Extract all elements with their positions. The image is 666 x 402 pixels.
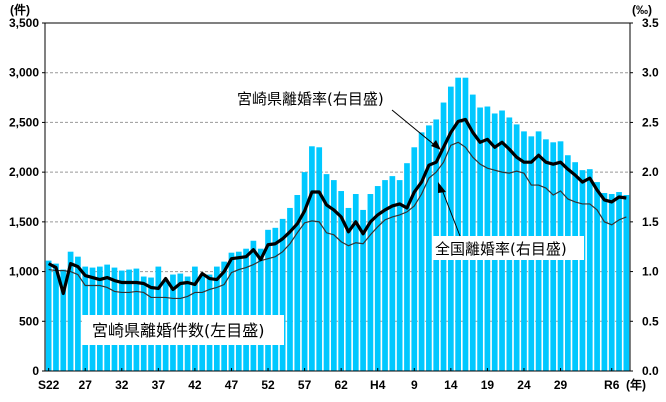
x-tick-label: S22 bbox=[38, 378, 60, 392]
bar bbox=[469, 94, 476, 371]
bar bbox=[338, 191, 344, 371]
x-tick-label: 27 bbox=[79, 378, 93, 392]
bar bbox=[235, 251, 242, 371]
bar bbox=[45, 260, 52, 371]
x-tick-label: R6 bbox=[604, 378, 620, 392]
bar bbox=[586, 169, 593, 371]
line-series bbox=[47, 117, 627, 300]
bar bbox=[316, 147, 323, 371]
arrow-national-rate bbox=[440, 186, 461, 237]
bar bbox=[623, 195, 630, 371]
right-tick-label: 2.5 bbox=[642, 115, 659, 129]
bar bbox=[367, 194, 374, 371]
left-tick-label: 2,500 bbox=[9, 115, 39, 129]
annotation-national-rate: 全国離婚率(右目盛) bbox=[435, 240, 567, 258]
annotation-miyazaki-rate: 宮崎県離婚率(右目盛) bbox=[237, 90, 384, 108]
bar bbox=[404, 163, 410, 371]
right-tick-label: 3.5 bbox=[642, 16, 659, 30]
x-tick-label: H4 bbox=[370, 378, 386, 392]
axes bbox=[42, 22, 633, 372]
bar bbox=[382, 180, 388, 371]
bar bbox=[564, 155, 571, 371]
x-unit-label: (年) bbox=[626, 377, 646, 392]
bar bbox=[455, 77, 461, 371]
bar bbox=[601, 193, 608, 371]
right-tick-label: 0.5 bbox=[642, 314, 659, 328]
bar bbox=[352, 194, 359, 371]
left-unit-label: (件) bbox=[10, 2, 30, 17]
x-tick-label: 24 bbox=[517, 378, 531, 392]
bar bbox=[67, 251, 74, 371]
bar bbox=[75, 256, 81, 371]
bar bbox=[294, 195, 301, 371]
bar bbox=[53, 263, 59, 371]
bar bbox=[228, 252, 235, 371]
bar bbox=[426, 125, 432, 371]
bar bbox=[265, 229, 271, 371]
right-tick-label: 3.0 bbox=[642, 66, 659, 80]
left-tick-label: 3,500 bbox=[9, 16, 39, 30]
bar bbox=[418, 132, 425, 371]
bar bbox=[608, 194, 615, 371]
bar bbox=[257, 248, 264, 371]
x-tick-label: 29 bbox=[554, 378, 568, 392]
bar bbox=[309, 146, 315, 371]
bar bbox=[243, 248, 249, 371]
bar bbox=[360, 209, 366, 371]
line-national-rate bbox=[48, 141, 627, 300]
x-tick-label: 9 bbox=[411, 378, 418, 392]
left-tick-label: 1,000 bbox=[9, 265, 39, 279]
arrowhead-miyazaki-rate bbox=[431, 140, 441, 150]
annotation-miyazaki-rate-box bbox=[234, 87, 406, 109]
annotation-national-rate-box bbox=[432, 236, 584, 260]
bar bbox=[396, 180, 403, 371]
annotation-count: 宮崎県離婚件数(左目盛) bbox=[92, 321, 265, 340]
right-tick-label: 2.0 bbox=[642, 165, 659, 179]
x-tick-label: 42 bbox=[188, 378, 202, 392]
bar bbox=[323, 174, 330, 371]
bar bbox=[447, 86, 454, 371]
x-tick-label: 37 bbox=[152, 378, 166, 392]
x-tick-label: 32 bbox=[115, 378, 129, 392]
left-tick-label: 1,500 bbox=[9, 215, 39, 229]
bar bbox=[572, 162, 578, 371]
left-tick-label: 2,000 bbox=[9, 165, 39, 179]
x-tick-label: 14 bbox=[444, 378, 458, 392]
arrow-miyazaki-rate bbox=[391, 109, 438, 148]
right-unit-label: (‰) bbox=[632, 3, 652, 17]
left-tick-label: 500 bbox=[19, 314, 39, 328]
arrowhead-national-rate bbox=[438, 182, 446, 193]
bar bbox=[330, 180, 337, 371]
bar bbox=[411, 147, 418, 371]
x-tick-label: 62 bbox=[334, 378, 348, 392]
line-miyazaki-rate bbox=[47, 117, 627, 296]
bar bbox=[279, 218, 286, 371]
bar bbox=[250, 240, 257, 371]
left-tick-label: 3,000 bbox=[9, 66, 39, 80]
tick-labels: 0 500 1,000 1,500 2,000 2,500 3,000 3,500 0.0 0.5… bbox=[9, 16, 659, 392]
bar bbox=[301, 172, 308, 371]
annotation-count-box bbox=[82, 315, 284, 345]
bar bbox=[60, 269, 67, 371]
bar bbox=[345, 207, 352, 371]
bar bbox=[287, 207, 293, 371]
bar bbox=[389, 176, 396, 371]
bar bbox=[374, 186, 381, 371]
right-tick-label: 0.0 bbox=[642, 364, 659, 378]
x-tick-label: 47 bbox=[225, 378, 239, 392]
x-tick-label: 57 bbox=[298, 378, 312, 392]
bar bbox=[462, 77, 469, 371]
bar bbox=[594, 182, 600, 371]
x-tick-label: 52 bbox=[261, 378, 275, 392]
bar bbox=[579, 170, 586, 371]
bar bbox=[272, 227, 279, 371]
x-tick-label: 19 bbox=[481, 378, 495, 392]
right-tick-label: 1.0 bbox=[642, 265, 659, 279]
left-tick-label: 0 bbox=[32, 364, 39, 378]
bar bbox=[616, 192, 622, 371]
right-tick-label: 1.5 bbox=[642, 215, 659, 229]
